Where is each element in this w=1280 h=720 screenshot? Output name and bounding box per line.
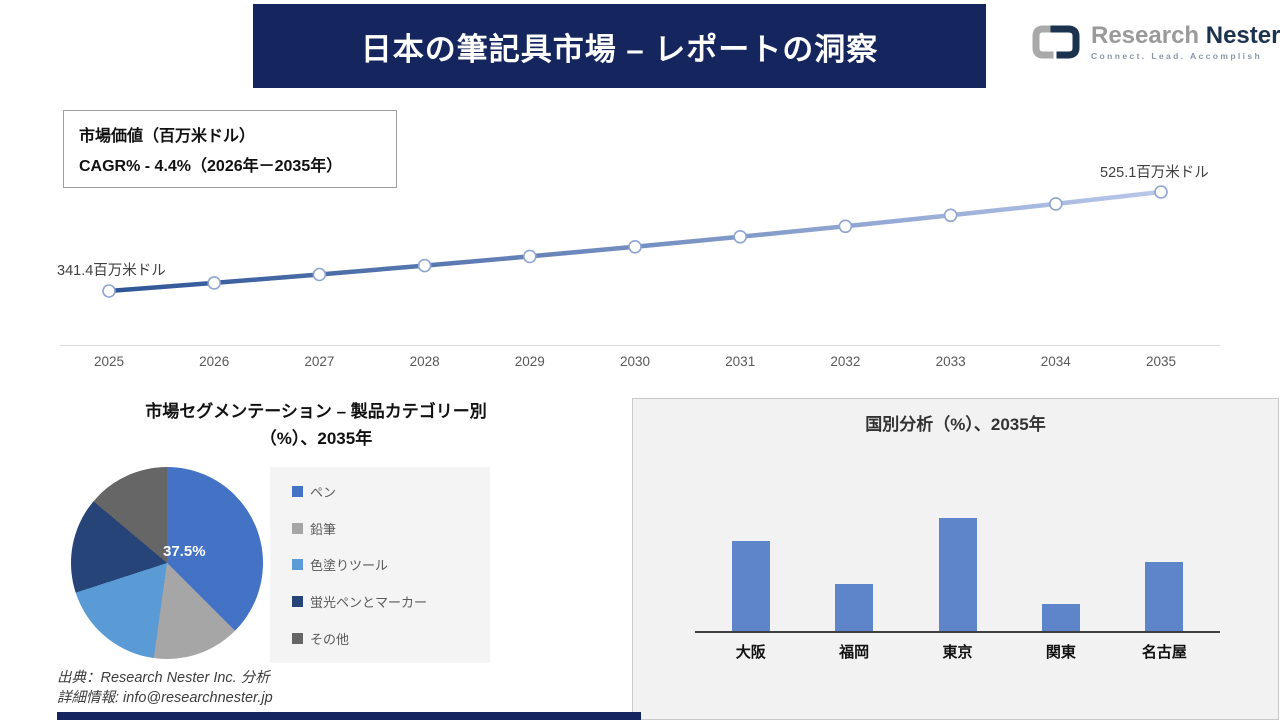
segmentation-panel: 市場セグメンテーション – 製品カテゴリー別 （%）、2035年 37.5% ペ… (0, 395, 632, 720)
cagr-label: CAGR% - 4.4%（2026年－2035年） (79, 158, 343, 175)
start-value-label: 341.4百万米ドル (57, 263, 166, 279)
legend-swatch-icon (292, 522, 303, 534)
data-point-2033 (943, 208, 958, 223)
x-axis-line (60, 345, 1220, 346)
pie-legend: ペン鉛筆色塗りツール蛍光ペンとマーカー その他 (270, 467, 490, 663)
year-label: 2031 (725, 354, 756, 369)
data-point-2035 (1154, 185, 1168, 199)
bar-category-label: 東京 (942, 644, 973, 661)
country-analysis-panel: 国別分析（%）、2035年 大阪 福岡 東京 関東 名古屋 (632, 398, 1279, 720)
legend-swatch-icon (292, 596, 303, 608)
segmentation-title: 市場セグメンテーション – 製品カテゴリー別 （%）、2035年 (10, 398, 622, 452)
data-point-2028 (417, 258, 432, 273)
bar-category-label: 福岡 (839, 644, 870, 661)
bar-category-label: 大阪 (735, 644, 766, 661)
bar-slot (1113, 562, 1216, 631)
bar-関東 (1041, 604, 1080, 631)
logo-name-nester: Nester (1205, 21, 1280, 49)
data-point-2025 (102, 284, 116, 298)
year-label: 2027 (304, 354, 335, 369)
bar-東京 (938, 518, 977, 631)
legend-label: 蛍光ペンとマーカー (310, 595, 428, 611)
market-forecast-line-chart (60, 150, 1220, 350)
year-label: 2026 (199, 354, 230, 369)
bar-大阪 (731, 541, 770, 631)
source-line: 出典：Research Nester Inc. 分析 (57, 670, 270, 686)
country-analysis-title: 国別分析（%）、2035年 (865, 415, 1046, 434)
bar-福岡 (835, 584, 874, 631)
legend-item: 色塗りツール (292, 555, 490, 574)
segmentation-title-line1: 市場セグメンテーション – 製品カテゴリー別 (145, 402, 487, 421)
segmentation-title-line2: （%）、2035年 (259, 429, 373, 448)
source-note: 出典：Research Nester Inc. 分析 詳細情報: info@re… (57, 668, 273, 708)
title-banner: 日本の筆記具市場 – レポートの洞察 (253, 4, 986, 88)
x-axis-year-labels: 2025 2026 2027 2028 2029 2030 2031 2032 2033 2034… (60, 354, 1220, 374)
legend-item: その他 (292, 629, 490, 648)
bar-category-label: 名古屋 (1141, 644, 1187, 661)
bar-slot (1009, 604, 1112, 631)
data-point-2034 (1048, 197, 1063, 211)
legend-label: 鉛筆 (310, 521, 337, 537)
legend-label: 色塗りツール (310, 558, 389, 574)
bar-名古屋 (1145, 562, 1184, 631)
bar-slot (802, 584, 905, 631)
year-label: 2025 (93, 354, 125, 369)
end-value-label: 525.1百万米ドル (1100, 165, 1209, 181)
bar-category-label: 関東 (1045, 644, 1076, 661)
logo-text: Research Nester Connect. Lead. Accomplis… (1091, 21, 1280, 61)
year-label: 2028 (409, 354, 440, 369)
data-point-2032 (838, 219, 853, 234)
data-point-2026 (207, 276, 221, 290)
footer-accent-bar (57, 712, 641, 720)
legend-label: その他 (310, 632, 350, 648)
year-label: 2034 (1040, 354, 1071, 369)
legend-item: ペン (292, 482, 490, 501)
product-category-pie-chart (71, 467, 263, 659)
chain-link-icon (1030, 22, 1082, 62)
page-title: 日本の筆記具市場 – レポートの洞察 (360, 31, 879, 67)
data-point-2030 (628, 240, 642, 254)
year-label: 2033 (935, 354, 966, 369)
logo-tagline: Connect. Lead. Accomplish (1091, 50, 1263, 61)
bar-chart-baseline (695, 631, 1220, 633)
year-label: 2035 (1145, 354, 1177, 369)
research-nester-logo: Research Nester Connect. Lead. Accomplis… (1030, 22, 1280, 62)
year-label: 2030 (619, 354, 651, 369)
logo-name-research: Research (1091, 21, 1200, 49)
legend-item: 鉛筆 (292, 519, 490, 538)
data-point-2027 (312, 267, 327, 282)
data-point-2031 (733, 230, 748, 244)
bar-slot (699, 541, 802, 631)
year-label: 2032 (830, 354, 861, 369)
bottom-section: 市場セグメンテーション – 製品カテゴリー別 （%）、2035年 37.5% ペ… (0, 395, 1280, 720)
country-bar-chart (699, 518, 1216, 631)
legend-swatch-icon (292, 559, 303, 571)
bar-chart-category-labels: 大阪 福岡 東京 関東 名古屋 (699, 641, 1216, 662)
market-value-box: 市場価値（百万米ドル） CAGR% - 4.4%（2026年－2035年） (63, 110, 397, 188)
market-value-label: 市場価値（百万米ドル） (79, 128, 256, 145)
bar-slot (906, 518, 1009, 631)
legend-swatch-icon (292, 633, 303, 645)
pie-slice-label: 37.5% (163, 543, 206, 560)
data-point-2029 (522, 249, 537, 264)
year-label: 2029 (514, 354, 545, 369)
legend-swatch-icon (292, 485, 303, 497)
legend-item: 蛍光ペンとマーカー (292, 592, 490, 611)
contact-line: 詳細情報: info@researchnester.jp (57, 690, 273, 706)
legend-label: ペン (310, 484, 337, 500)
